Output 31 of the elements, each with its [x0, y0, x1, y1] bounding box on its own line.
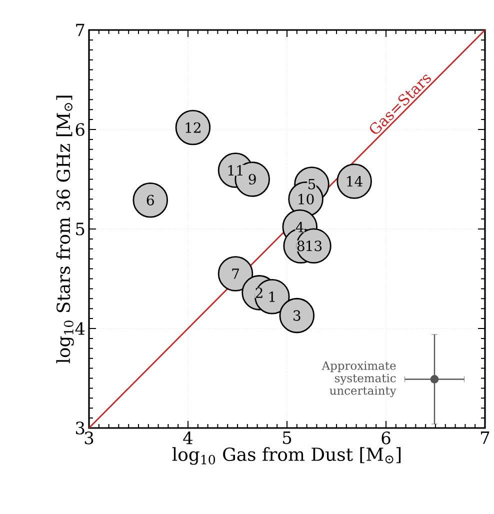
annotation: 12 [186, 122, 201, 133]
annotation: 5 [308, 179, 316, 190]
y-tick-label: 3 [76, 422, 84, 434]
x-tick-label: 4 [183, 432, 193, 444]
annotation: 3 [294, 310, 300, 321]
x-tick-label: 5 [283, 432, 292, 444]
annotation: 14 [347, 176, 363, 186]
annotation: 2 [256, 287, 263, 298]
point [218, 256, 254, 292]
point [279, 298, 315, 334]
annotation: 11 [228, 165, 243, 176]
x-tick-label: 6 [382, 432, 390, 444]
annotation: 4 [296, 222, 304, 232]
point [430, 375, 439, 384]
text: Approximate systematic uncertainty [322, 361, 396, 398]
annotation: 1 [270, 291, 275, 302]
annotation: 10 [298, 194, 314, 204]
annotation: 7 [232, 268, 240, 279]
x-tick-label: 7 [481, 432, 490, 444]
annotation: 9 [248, 174, 256, 185]
annotation: 6 [147, 194, 154, 206]
y-tick-label: 6 [76, 123, 85, 136]
point [132, 182, 168, 218]
y-axis-title: log$_{10}$ Stars from 36 GHz [M$_{⊙}$] [56, 96, 74, 364]
annotation: 13 [306, 240, 322, 252]
y-tick-label: 7 [76, 24, 84, 36]
y-tick-label: 5 [76, 222, 84, 236]
x-tick-label: 3 [85, 432, 94, 444]
x-axis-title: log$_{10}$ Gas from Dust [M$_{⊙}$] [172, 447, 401, 465]
y-tick-label: 4 [75, 322, 85, 335]
annotation: 8 [298, 240, 305, 252]
